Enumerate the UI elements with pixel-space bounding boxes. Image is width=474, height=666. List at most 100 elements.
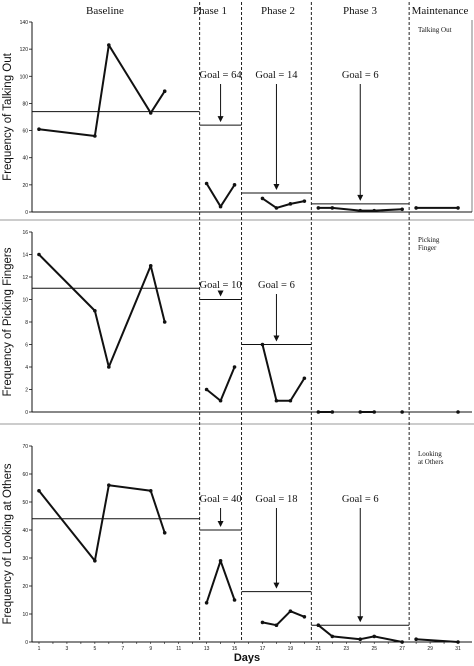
chart-panel: 0 10 20 30 40 50 60 70 Frequency of Looking at O… <box>2 444 472 646</box>
goal-label: Goal = 18 <box>255 494 297 505</box>
phase-header-phase-3: Phase 3 <box>343 5 377 17</box>
y-tick-label: 10 <box>22 612 28 618</box>
data-series-line <box>38 253 166 368</box>
data-point <box>232 365 237 369</box>
x-tick-label: 19 <box>288 646 294 652</box>
data-point <box>330 634 335 639</box>
x-tick-label: 27 <box>399 646 405 652</box>
data-point <box>414 206 418 210</box>
data-point <box>232 598 237 602</box>
y-tick-label: 0 <box>25 410 28 416</box>
data-point <box>372 634 377 639</box>
x-axis: 1 3 5 7 9 11 13 15 17 19 21 23 25 27 29 31 <box>38 642 461 652</box>
x-tick-label: 5 <box>93 646 96 652</box>
goal-label: Goal = 6 <box>258 280 295 291</box>
data-point <box>37 252 41 257</box>
y-tick-label: 80 <box>22 101 28 107</box>
y-tick-label: 30 <box>22 556 28 562</box>
goal-arrow-head <box>273 335 280 342</box>
goal-label: Goal = 40 <box>200 494 242 505</box>
y-tick-label: 16 <box>22 230 28 236</box>
data-point <box>93 308 97 313</box>
data-point <box>330 206 335 210</box>
y-tick-label: 20 <box>22 183 28 189</box>
data-point <box>400 207 404 212</box>
data-point <box>330 410 335 414</box>
x-tick-label: 23 <box>344 646 350 652</box>
y-tick-label: 120 <box>20 47 29 53</box>
x-tick-label: 15 <box>232 646 238 652</box>
goal-arrow-head <box>217 116 224 123</box>
data-point <box>107 365 111 369</box>
goal-arrow-head <box>217 290 224 297</box>
panel-annotation: Picking <box>418 236 440 244</box>
y-tick-label: 100 <box>20 74 29 80</box>
goal-label: Goal = 10 <box>200 280 242 291</box>
data-point <box>107 483 111 488</box>
goal-arrow-head <box>217 521 224 527</box>
data-point <box>358 208 363 213</box>
data-point <box>162 531 167 535</box>
goal-label: Goal = 14 <box>255 70 298 81</box>
x-tick-label: 29 <box>427 646 433 652</box>
phase-headers: Baseline Phase 1 Phase 2 Phase 3 Mainten… <box>86 5 468 17</box>
y-axis-label: Frequency of Picking Fingers <box>2 247 14 396</box>
data-point <box>37 127 41 132</box>
goal-arrow-head <box>357 616 364 623</box>
data-point <box>148 263 153 268</box>
data-point <box>288 398 293 403</box>
y-axis-label: Frequency of Looking at Others <box>2 463 14 624</box>
data-series-line <box>205 366 236 402</box>
data-point <box>456 410 460 414</box>
data-point <box>414 637 418 641</box>
x-tick-label: 25 <box>371 646 377 652</box>
data-point <box>288 202 293 206</box>
x-tick-label: 17 <box>260 646 266 652</box>
phase-header-phase-2: Phase 2 <box>261 5 295 17</box>
data-point <box>93 559 97 563</box>
y-tick-label: 40 <box>22 528 28 534</box>
x-tick-label: 3 <box>66 646 69 652</box>
x-tick-label: 13 <box>204 646 210 652</box>
data-point <box>218 398 223 403</box>
data-point <box>274 206 279 210</box>
data-point <box>302 615 307 619</box>
x-tick-label: 7 <box>121 646 124 652</box>
panel-annotation: Looking <box>418 450 442 458</box>
data-point <box>358 637 363 641</box>
data-series-line <box>205 182 236 208</box>
data-point <box>400 410 404 414</box>
data-series-line <box>205 559 236 604</box>
data-point <box>316 623 321 627</box>
data-point <box>232 183 237 187</box>
y-tick-label: 4 <box>25 365 28 371</box>
panel-annotation: at Others <box>418 458 444 466</box>
y-tick-label: 70 <box>22 444 28 450</box>
data-point <box>204 387 209 392</box>
data-series-line <box>416 638 459 643</box>
phase-header-baseline: Baseline <box>86 5 124 17</box>
panel-annotation: Talking Out <box>418 26 452 34</box>
panel-annotation: Finger <box>418 244 437 252</box>
data-point <box>316 206 321 210</box>
data-point <box>107 43 111 47</box>
data-series-line <box>38 484 166 562</box>
data-point <box>204 181 209 186</box>
goal-arrow-head <box>273 184 280 190</box>
x-tick-label: 21 <box>316 646 322 652</box>
data-series-line <box>261 344 306 402</box>
data-point <box>456 206 460 210</box>
y-tick-label: 40 <box>22 156 28 162</box>
goal-arrow-head <box>273 582 280 589</box>
data-point <box>37 489 41 493</box>
goal-label: Goal = 6 <box>342 494 379 505</box>
goal-label: Goal = 6 <box>342 70 379 81</box>
phase-header-maintenance: Maintenance <box>412 5 469 17</box>
data-point <box>372 410 377 414</box>
x-tick-label: 11 <box>176 646 181 652</box>
data-point <box>260 342 265 347</box>
chart-panel: 0 20 40 60 80 100 120 140 Frequency of Talking O… <box>2 20 472 216</box>
data-point <box>93 134 97 138</box>
